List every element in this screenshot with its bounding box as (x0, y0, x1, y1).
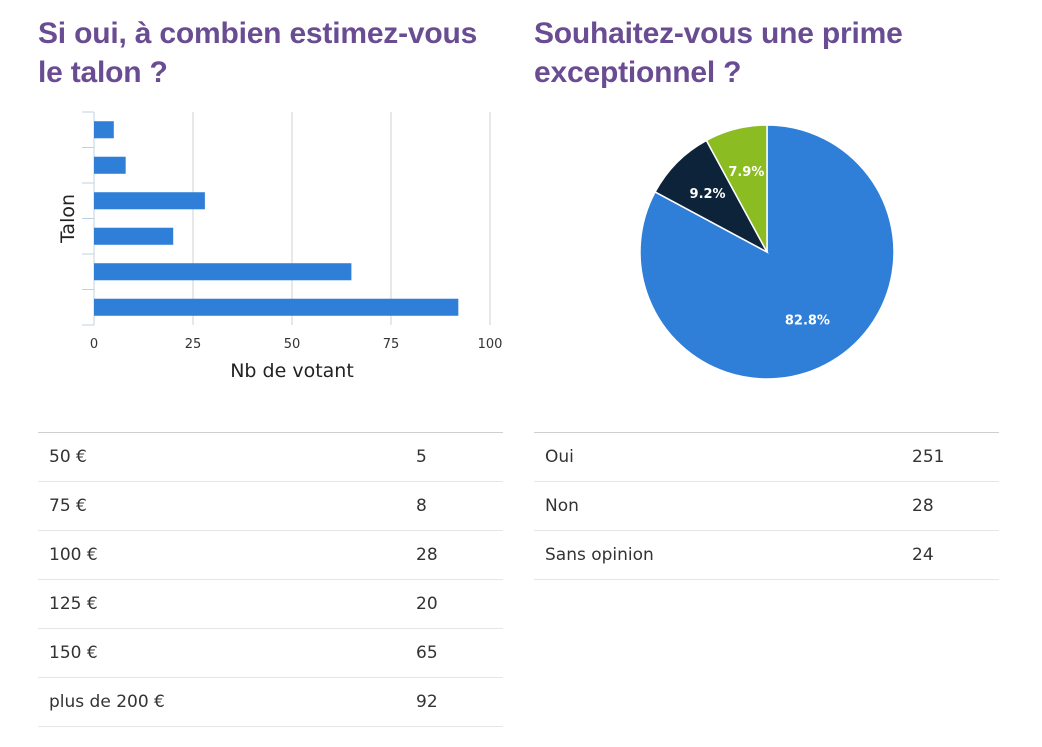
table-row: Oui 251 (534, 432, 999, 482)
pie-data-label: 7.9% (728, 165, 764, 180)
row-label: 50 € (38, 432, 416, 482)
prime-pie-chart: 82.8% 9.2% 7.9% (534, 100, 999, 404)
bar (94, 263, 352, 281)
table-row: Sans opinion 24 (534, 530, 999, 580)
pie-data-label: 9.2% (690, 187, 726, 202)
table-row: Non 28 (534, 481, 999, 531)
table-row: 75 €8 (38, 481, 503, 531)
table-row: 50 €5 (38, 432, 503, 482)
bar (94, 192, 205, 210)
prime-pie-chart-svg: 82.8% 9.2%7.9% (639, 124, 895, 380)
talon-bar-chart: 0 25 50 75 100 Nb de votant Talon (38, 100, 503, 394)
table-row: 100 €28 (38, 530, 503, 580)
row-value: 28 (416, 530, 503, 580)
table-row: 125 €20 (38, 579, 503, 629)
row-value: 28 (912, 481, 999, 531)
talon-bar-chart-svg: 0 25 50 75 100 Nb de votant Talon (57, 111, 503, 382)
row-label: Non (534, 481, 912, 531)
pie-slice (705, 124, 768, 253)
x-tick-label: 0 (90, 337, 98, 352)
row-label: 75 € (38, 481, 416, 531)
x-tick-label: 100 (478, 337, 503, 352)
pie-data-label: 82.8% (785, 314, 830, 329)
talon-title: Si oui, à combien estimez-vous le talon … (38, 17, 478, 89)
bar (94, 156, 126, 174)
x-tick-label: 75 (383, 337, 400, 352)
talon-table: 50 €5 75 €8 100 €28 125 €20 150 €65 plus de 2… (38, 432, 503, 727)
row-value: 5 (416, 432, 503, 482)
bar (94, 227, 174, 245)
bar (94, 121, 114, 139)
row-label: plus de 200 € (38, 677, 416, 727)
table-row: 150 €65 (38, 628, 503, 678)
y-axis-title: Talon (57, 194, 79, 244)
prime-title: Souhaitez-vous une prime exceptionnel ? (534, 17, 903, 89)
x-axis-title: Nb de votant (230, 360, 354, 382)
row-value: 20 (416, 579, 503, 629)
row-value: 92 (416, 677, 503, 727)
x-tick-label: 25 (185, 337, 202, 352)
row-label: 100 € (38, 530, 416, 580)
prime-table: Oui 251 Non 28 Sans opinion 24 (534, 432, 999, 580)
row-label: 150 € (38, 628, 416, 678)
row-value: 65 (416, 628, 503, 678)
table-row: plus de 200 €92 (38, 677, 503, 727)
row-value: 24 (912, 530, 999, 580)
x-tick-label: 50 (284, 337, 301, 352)
row-value: 251 (912, 432, 999, 482)
row-label: Sans opinion (534, 530, 912, 580)
row-label: Oui (534, 432, 912, 482)
bar (94, 298, 459, 316)
row-label: 125 € (38, 579, 416, 629)
row-value: 8 (416, 481, 503, 531)
